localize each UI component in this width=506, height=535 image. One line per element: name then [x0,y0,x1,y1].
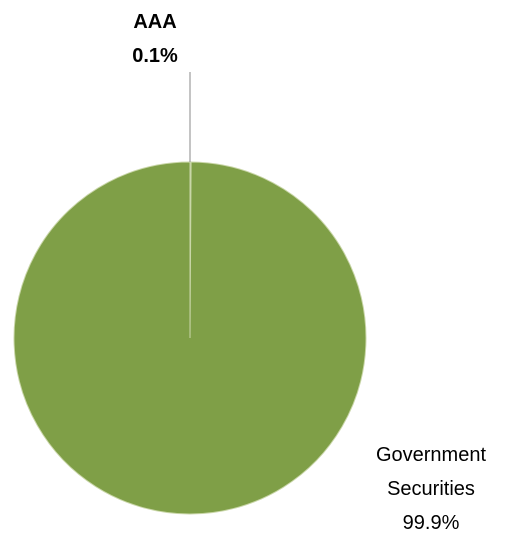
slice-label-government-securities-line-1: Government [376,444,486,466]
slice-percent-government-securities: 99.9% [403,512,460,534]
pie-slices [13,161,367,515]
pie-slice-government-securities [13,161,367,515]
slice-percent-aaa: 0.1% [132,45,178,67]
slice-label-aaa: AAA [133,11,176,33]
slice-label-government-securities-line-2: Securities [387,478,475,500]
